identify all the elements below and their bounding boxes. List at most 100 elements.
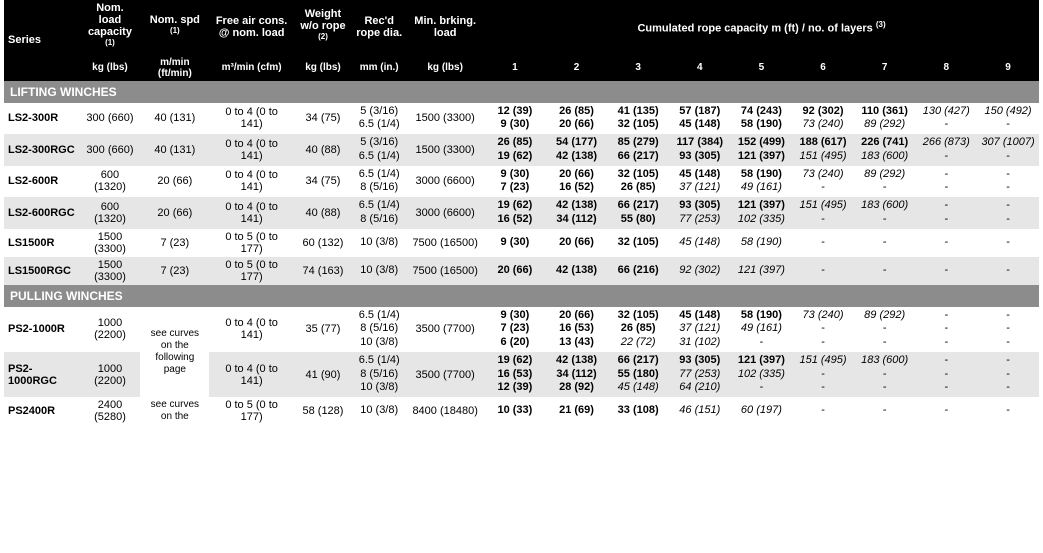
cell-dia: 6.5 (1/4)8 (5/16): [352, 166, 406, 198]
cell-weight: 34 (75): [294, 166, 352, 198]
cell-series: LS1500R: [4, 229, 80, 257]
cell-air: 0 to 4 (0 to 141): [209, 197, 293, 229]
cell-layer-8: 266 (873)-: [915, 134, 977, 166]
cell-layer-7: -: [854, 257, 916, 285]
cell-layer-4: 92 (302): [669, 257, 731, 285]
cell-layer-6: 92 (302)73 (240): [792, 103, 854, 135]
cell-air: 0 to 4 (0 to 141): [209, 103, 293, 135]
cell-load: 300 (660): [80, 103, 141, 135]
cell-layer-1: 12 (39)9 (30): [484, 103, 546, 135]
cell-layer-9: -: [977, 257, 1039, 285]
cell-series: PS2-1000RGC: [4, 352, 80, 397]
cell-series: LS2-300R: [4, 103, 80, 135]
cell-layer-5: 58 (190)49 (161): [731, 166, 793, 198]
section-row: LIFTING WINCHES: [4, 81, 1039, 103]
table-header: Series Nom. load capacity (1) Nom. spd (…: [4, 0, 1039, 81]
table-row: LS1500R1500 (3300)7 (23)0 to 5 (0 to 177…: [4, 229, 1039, 257]
hdr-rec-dia: Rec'd rope dia.: [352, 0, 406, 55]
cell-layer-8: --: [915, 166, 977, 198]
cell-layer-2: 20 (66)16 (53)13 (43): [546, 307, 608, 352]
cell-dia: 6.5 (1/4)8 (5/16)10 (3/8): [352, 307, 406, 352]
cell-layer-3: 32 (105)26 (85)22 (72): [607, 307, 669, 352]
cell-layer-7: 226 (741)183 (600): [854, 134, 916, 166]
cell-brk: 1500 (3300): [406, 103, 484, 135]
cell-layer-2: 21 (69): [546, 397, 608, 425]
hdr-layer-5: 5: [731, 55, 793, 81]
cell-air: 0 to 5 (0 to 177): [209, 229, 293, 257]
cell-layer-3: 33 (108): [607, 397, 669, 425]
cell-weight: 34 (75): [294, 103, 352, 135]
hdr-layer-6: 6: [792, 55, 854, 81]
cell-load: 600 (1320): [80, 197, 141, 229]
hdr-layer-7: 7: [854, 55, 916, 81]
cell-load: 600 (1320): [80, 166, 141, 198]
cell-layer-3: 85 (279)66 (217): [607, 134, 669, 166]
cell-weight: 40 (88): [294, 197, 352, 229]
cell-layer-1: 9 (30): [484, 229, 546, 257]
table-row: PS2-1000R1000 (2200)see curves on the fo…: [4, 307, 1039, 352]
cell-weight: 41 (90): [294, 352, 352, 397]
cell-layer-6: -: [792, 229, 854, 257]
cell-load: 2400 (5280): [80, 397, 141, 425]
cell-layer-8: -: [915, 257, 977, 285]
cell-layer-8: 130 (427)-: [915, 103, 977, 135]
hdr-nom-load: Nom. load capacity (1): [80, 0, 141, 55]
cell-spd: 20 (66): [140, 197, 209, 229]
hdr-layer-2: 2: [546, 55, 608, 81]
cell-layer-5: 121 (397)102 (335)-: [731, 352, 793, 397]
hdr-layer-4: 4: [669, 55, 731, 81]
cell-air: 0 to 4 (0 to 141): [209, 166, 293, 198]
cell-dia: 10 (3/8): [352, 397, 406, 425]
cell-layer-8: --: [915, 197, 977, 229]
cell-layer-2: 42 (138)34 (112): [546, 197, 608, 229]
cell-brk: 7500 (16500): [406, 229, 484, 257]
cell-layer-7: 110 (361)89 (292): [854, 103, 916, 135]
cell-brk: 8400 (18480): [406, 397, 484, 425]
table-row: PS2400R2400 (5280)see curves on the0 to …: [4, 397, 1039, 425]
cell-layer-2: 42 (138): [546, 257, 608, 285]
table-row: LS1500RGC1500 (3300)7 (23)0 to 5 (0 to 1…: [4, 257, 1039, 285]
table-body: LIFTING WINCHESLS2-300R300 (660)40 (131)…: [4, 81, 1039, 426]
cell-layer-7: 183 (600)--: [854, 352, 916, 397]
cell-series: LS2-600R: [4, 166, 80, 198]
cell-layer-9: 307 (1007)-: [977, 134, 1039, 166]
hdr-layer-1: 1: [484, 55, 546, 81]
hdr-layer-9: 9: [977, 55, 1039, 81]
cell-brk: 3000 (6600): [406, 166, 484, 198]
cell-dia: 6.5 (1/4)8 (5/16)10 (3/8): [352, 352, 406, 397]
cell-brk: 3500 (7700): [406, 352, 484, 397]
cell-weight: 74 (163): [294, 257, 352, 285]
hdr-units-row: kg (lbs)m/min (ft/min)m³/min (cfm)kg (lb…: [4, 55, 1039, 81]
cell-dia: 10 (3/8): [352, 257, 406, 285]
cell-spd-note: see curves on the: [140, 397, 209, 425]
cell-layer-6: 73 (240)-: [792, 166, 854, 198]
cell-spd: 20 (66): [140, 166, 209, 198]
hdr-free-air: Free air cons. @ nom. load: [209, 0, 293, 55]
cell-layer-4: 57 (187)45 (148): [669, 103, 731, 135]
cell-layer-4: 45 (148)37 (121)31 (102): [669, 307, 731, 352]
cell-layer-7: 89 (292)--: [854, 307, 916, 352]
cell-series: PS2-1000R: [4, 307, 80, 352]
spec-table: Series Nom. load capacity (1) Nom. spd (…: [4, 0, 1039, 425]
cell-layer-1: 9 (30)7 (23)6 (20): [484, 307, 546, 352]
cell-layer-3: 32 (105): [607, 229, 669, 257]
cell-series: LS1500RGC: [4, 257, 80, 285]
cell-layer-7: 89 (292)-: [854, 166, 916, 198]
cell-layer-8: -: [915, 397, 977, 425]
cell-layer-5: 152 (499)121 (397): [731, 134, 793, 166]
cell-layer-7: -: [854, 397, 916, 425]
cell-layer-4: 46 (151): [669, 397, 731, 425]
cell-series: LS2-300RGC: [4, 134, 80, 166]
cell-dia: 5 (3/16)6.5 (1/4): [352, 103, 406, 135]
cell-layer-4: 117 (384)93 (305): [669, 134, 731, 166]
cell-layer-3: 66 (217)55 (180)45 (148): [607, 352, 669, 397]
cell-layer-9: -: [977, 397, 1039, 425]
cell-layer-5: 60 (197): [731, 397, 793, 425]
cell-layer-1: 9 (30)7 (23): [484, 166, 546, 198]
hdr-cumul: Cumulated rope capacity m (ft) / no. of …: [484, 0, 1039, 55]
cell-layer-5: 58 (190): [731, 229, 793, 257]
cell-layer-1: 10 (33): [484, 397, 546, 425]
hdr-layer-8: 8: [915, 55, 977, 81]
cell-air: 0 to 5 (0 to 177): [209, 397, 293, 425]
cell-spd-note: see curves on the following page: [140, 307, 209, 398]
